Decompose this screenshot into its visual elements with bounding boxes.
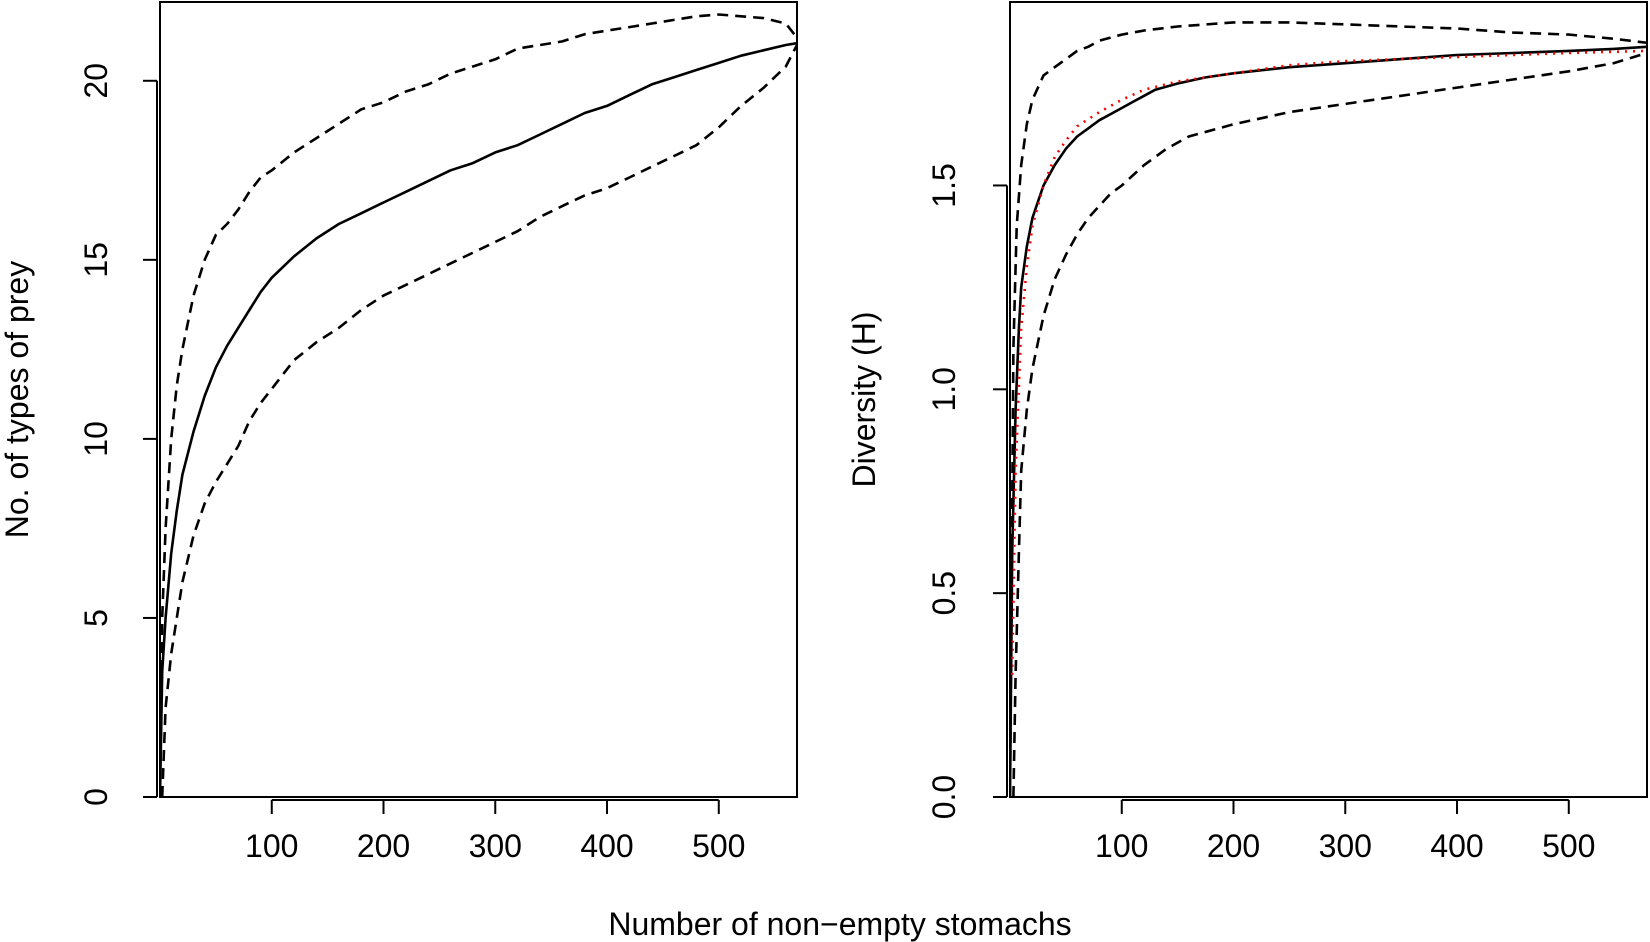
y-axis-title: No. of types of prey bbox=[0, 261, 35, 538]
x-tick-label: 100 bbox=[245, 828, 298, 864]
x-tick-label: 200 bbox=[1207, 828, 1260, 864]
x-tick-label: 100 bbox=[1095, 828, 1148, 864]
y-tick-label: 10 bbox=[78, 421, 114, 457]
y-tick-label: 0.5 bbox=[926, 571, 962, 615]
series-line-dashed-2 bbox=[1010, 21, 1647, 797]
y-tick-label: 0 bbox=[78, 788, 114, 806]
y-tick-label: 5 bbox=[78, 609, 114, 627]
x-tick-label: 300 bbox=[469, 828, 522, 864]
series-line-dotted-1 bbox=[1010, 49, 1647, 675]
y-tick-label: 1.0 bbox=[926, 367, 962, 411]
x-tick-label: 500 bbox=[692, 828, 745, 864]
y-tick-label: 15 bbox=[78, 242, 114, 278]
x-tick-label: 300 bbox=[1319, 828, 1372, 864]
y-tick-label: 1.5 bbox=[926, 163, 962, 207]
y-tick-label: 0.0 bbox=[926, 775, 962, 819]
plot-frame bbox=[1009, 1, 1648, 798]
y-tick-label: 20 bbox=[78, 63, 114, 99]
series-line-dashed-3 bbox=[1012, 51, 1647, 797]
x-tick-label: 400 bbox=[580, 828, 633, 864]
series-line-solid-0 bbox=[1010, 45, 1647, 797]
panel-diversity: 100 200 300 400 500 0.0 0.5 1.0 1.5 Diversity (H) bbox=[846, 1, 1648, 864]
x-tick-label: 200 bbox=[357, 828, 410, 864]
y-axis-title: Diversity (H) bbox=[846, 312, 882, 488]
series-line-dashed-2 bbox=[160, 44, 797, 797]
series-line-solid-0 bbox=[160, 41, 797, 797]
series-line-dashed-1 bbox=[160, 13, 797, 797]
x-axis-title: Number of non−empty stomachs bbox=[608, 906, 1071, 942]
plot-frame bbox=[159, 1, 798, 798]
x-tick-label: 400 bbox=[1430, 828, 1483, 864]
panel-prey-types: 100 200 300 400 500 0 5 10 15 20 No. of types of p… bbox=[0, 1, 798, 864]
x-tick-label: 500 bbox=[1542, 828, 1595, 864]
